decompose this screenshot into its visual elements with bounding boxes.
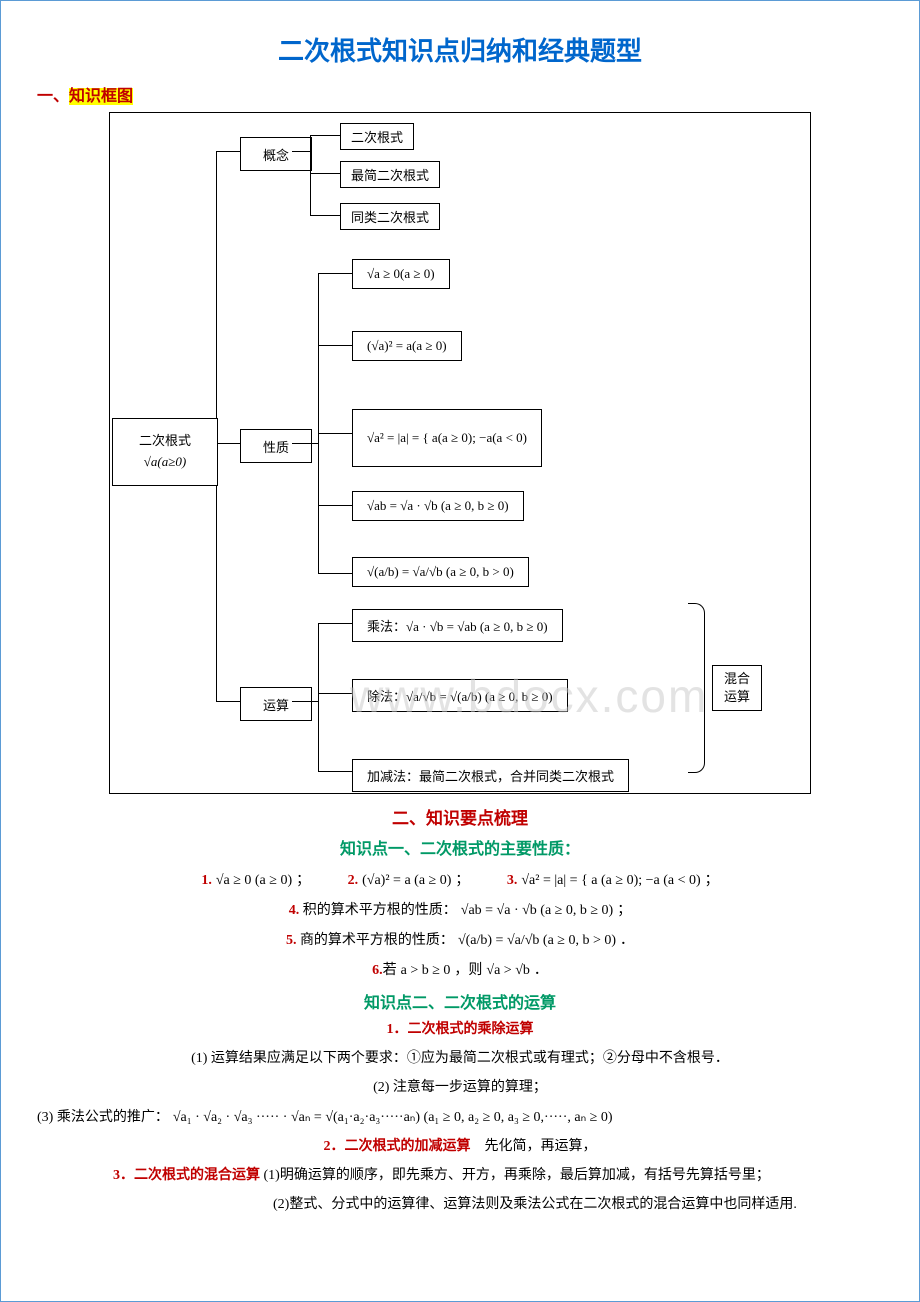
kp2-3-l1: (1)明确运算的顺序，即先乘方、开方，再乘除，最后算加减，有括号先算括号里；: [264, 1168, 770, 1183]
sec1-h: 知识框图: [69, 88, 133, 105]
kp2-title: 知识点二、二次根式的运算: [37, 989, 883, 1013]
connector: [318, 433, 352, 434]
num-1: 1.: [201, 873, 212, 888]
num-3: 3.: [507, 873, 518, 888]
connector: [318, 505, 352, 506]
oper-item-1: 乘法：√a · √b = √ab (a ≥ 0, b ≥ 0): [352, 609, 563, 642]
kp2-1-heading: 1．二次根式的乘除运算: [37, 1017, 883, 1042]
num-6: 6.: [372, 963, 383, 978]
connector: [292, 701, 318, 702]
kp1-row-6: 6.若a > b ≥ 0，则√a > √b．: [37, 959, 883, 979]
connector: [216, 443, 240, 444]
prop-item-3: √a² = |a| = { a(a ≥ 0); −a(a < 0): [352, 409, 542, 467]
page: 二次根式知识点归纳和经典题型 一、知识框图 二次根式√a(a≥0) 概念 性质 …: [0, 0, 920, 1302]
formula-1: √a ≥ 0 (a ≥ 0): [216, 873, 292, 889]
formula-3: √a² = |a| = { a (a ≥ 0); −a (a < 0): [521, 873, 700, 889]
concept-item-1: 二次根式: [340, 123, 414, 150]
kp1-title: 知识点一、二次根式的主要性质：: [37, 835, 883, 859]
sec1-pre: 一、: [37, 88, 69, 105]
kp2-1-l3: (3) 乘法公式的推广： √a₁ · √a₂ · √a₃ ····· · √aₙ …: [37, 1105, 883, 1130]
branch-concept: 概念: [240, 137, 312, 171]
connector: [292, 151, 310, 152]
kp2-3-l2: (2)整式、分式中的运算律、运算法则及乘法公式在二次根式的混合运算中也同样适用.: [273, 1192, 883, 1217]
concept-item-2: 最简二次根式: [340, 161, 440, 188]
section-1-heading: 一、知识框图: [37, 82, 883, 106]
root-l1: 二次根式: [139, 433, 191, 448]
kp2-2-txt: 先化简，再运算，: [471, 1139, 597, 1154]
num-2: 2.: [348, 873, 359, 888]
section-2-heading: 二、知识要点梳理: [37, 804, 883, 829]
formula-6b: √a > √b: [486, 963, 529, 979]
connector: [318, 771, 352, 772]
connector: [216, 701, 240, 702]
kp2-2-heading: 2．二次根式的加减运算 先化简，再运算，: [37, 1134, 883, 1159]
prop-item-5: √(a/b) = √a/√b (a ≥ 0, b > 0): [352, 557, 529, 587]
connector: [318, 273, 352, 274]
prop-item-2: (√a)² = a(a ≥ 0): [352, 331, 462, 361]
root-l2: √a(a≥0): [144, 454, 186, 469]
kp1-row-123: 1.√a ≥ 0 (a ≥ 0)； 2.(√a)² = a (a ≥ 0)； 3…: [37, 869, 883, 889]
kp2-3-t: 3．二次根式的混合运算: [113, 1168, 260, 1183]
root-node: 二次根式 √a(a≥0): [112, 418, 218, 486]
mix-text: 混合 运算: [724, 670, 750, 706]
connector: [310, 173, 340, 174]
kp1-i4: 积的算术平方根的性质：: [303, 903, 457, 918]
branch-operation: 运算: [240, 687, 312, 721]
kp2-1-t: 1．二次根式的乘除运算: [387, 1022, 534, 1037]
connector: [318, 273, 319, 573]
connector: [292, 443, 318, 444]
kp1-i5: 商的算术平方根的性质：: [300, 933, 454, 948]
num-4: 4.: [289, 903, 300, 918]
connector: [318, 623, 319, 771]
kp1-i6m: ，则: [454, 963, 482, 978]
formula-6a: a > b ≥ 0: [401, 963, 451, 979]
formula-4: √ab = √a · √b (a ≥ 0, b ≥ 0): [461, 903, 613, 919]
doc-title: 二次根式知识点归纳和经典题型: [37, 31, 883, 68]
kp1-row-4: 4. 积的算术平方根的性质： √ab = √a · √b (a ≥ 0, b ≥ …: [37, 899, 883, 919]
connector: [318, 573, 352, 574]
prop-item-4: √ab = √a · √b (a ≥ 0, b ≥ 0): [352, 491, 524, 521]
connector: [310, 215, 340, 216]
concept-item-3: 同类二次根式: [340, 203, 440, 230]
kp2-1-l3p: (3) 乘法公式的推广：: [37, 1110, 169, 1125]
connector: [318, 623, 352, 624]
kp2-1-l1: (1) 运算结果应满足以下两个要求：①应为最简二次根式或有理式；②分母中不含根号…: [37, 1046, 883, 1071]
connector: [318, 693, 352, 694]
kp2-2-t: 2．二次根式的加减运算: [324, 1139, 471, 1154]
mixed-operation-node: 混合 运算: [712, 665, 762, 711]
formula-2: (√a)² = a (a ≥ 0): [362, 873, 451, 889]
connector: [318, 345, 352, 346]
formula-5: √(a/b) = √a/√b (a ≥ 0, b > 0): [458, 933, 616, 949]
num-5: 5.: [286, 933, 297, 948]
kp2-1-l2: (2) 注意每一步运算的算理；: [37, 1075, 883, 1100]
oper-item-3: 加减法：最简二次根式，合并同类二次根式: [352, 759, 629, 792]
kp2-3-heading: 3．二次根式的混合运算 (1)明确运算的顺序，即先乘方、开方，再乘除，最后算加减…: [113, 1163, 883, 1188]
connector: [310, 135, 340, 136]
kp1-i6p: 若: [383, 963, 397, 978]
formula-prod: √a₁ · √a₂ · √a₃ ····· · √aₙ = √(a₁·a₂·a₃…: [173, 1105, 613, 1130]
connector: [310, 135, 311, 215]
connector: [216, 151, 240, 152]
knowledge-diagram: 二次根式√a(a≥0) 概念 性质 运算 二次根式 最简二次根式 同类二次根式 …: [109, 112, 811, 794]
watermark: www.bdocx.com: [350, 669, 708, 723]
branch-property: 性质: [240, 429, 312, 463]
kp1-row-5: 5. 商的算术平方根的性质： √(a/b) = √a/√b (a ≥ 0, b >…: [37, 929, 883, 949]
prop-item-1: √a ≥ 0(a ≥ 0): [352, 259, 450, 289]
